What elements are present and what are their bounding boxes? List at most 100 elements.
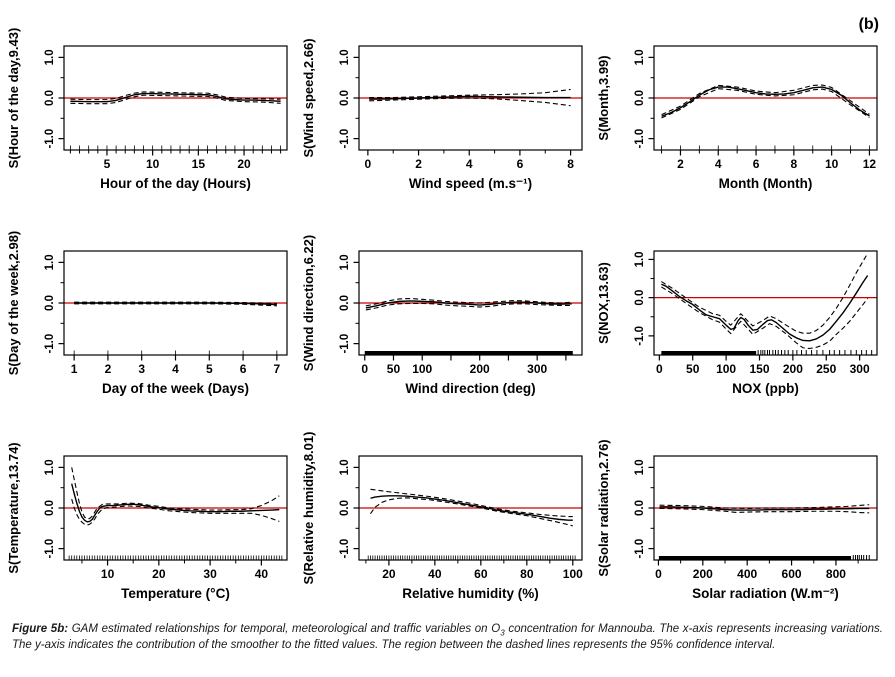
- y-tick-label: 0.0: [634, 90, 646, 106]
- figure-5b: (b) 5 10 15 20 -1.0 0.0 1.0 Hour of the day (Ho…: [0, 4, 895, 677]
- upper-ci-curve: [661, 255, 867, 334]
- y-tick-label: -1.0: [44, 334, 56, 354]
- lower-ci-curve: [74, 303, 277, 307]
- figure-caption-text-after-sub: concentration for Mannouba. The x-axis r…: [12, 623, 883, 652]
- smooth-curve: [659, 506, 870, 511]
- figure-caption-text-before-sub: GAM estimated relationships for temporal…: [68, 623, 501, 635]
- x-tick-label: 200: [470, 362, 490, 376]
- figure-caption-label: Figure 5b:: [12, 623, 69, 635]
- x-axis-title: Solar radiation (W.m⁻²): [692, 586, 839, 601]
- x-axis-title: Relative humidity (%): [402, 586, 539, 601]
- gam-plot-relative-humidity: 20 40 60 80 100 -1.0 0.0 1.0 Relative humidity (…: [301, 432, 583, 601]
- x-tick-label: 4: [172, 362, 179, 376]
- y-tick-label: 0.0: [44, 295, 56, 311]
- x-tick-label: 4: [715, 157, 722, 171]
- y-tick-label: -1.0: [339, 129, 351, 149]
- smooth-curve: [71, 483, 280, 523]
- y-axis: -1.0 0.0 1.0: [44, 254, 64, 354]
- upper-ci-curve: [365, 297, 572, 307]
- smooth-curve: [74, 302, 277, 306]
- y-axis-title: S(Month,3.99): [596, 55, 611, 140]
- y-axis-title: S(Wind direction,6.22): [301, 235, 316, 371]
- x-tick-label: 10: [146, 157, 160, 171]
- upper-ci-curve: [370, 488, 573, 518]
- x-tick-label: 3: [138, 362, 145, 376]
- lower-ci-curve: [661, 286, 869, 350]
- x-tick-label: 800: [826, 567, 846, 581]
- rug-marks: [364, 351, 573, 355]
- y-axis-title: S(Relative humidity,8.01): [301, 432, 316, 585]
- gam-plot-wind-speed: 0 2 4 6 8 -1.0 0.0 1.0 Wind speed (m.s⁻¹) S(Wind …: [301, 38, 583, 191]
- x-tick-label: 8: [567, 157, 574, 171]
- figure-caption-o3-subscript: 3: [500, 628, 505, 638]
- y-tick-label: -1.0: [634, 129, 646, 149]
- upper-ci-curve: [70, 91, 281, 101]
- x-tick-label: 80: [520, 567, 534, 581]
- rug-marks: [367, 555, 576, 560]
- gam-plot-solar-radiation: 0 200 400 600 800 -1.0 0.0 1.0 Solar radiation (…: [596, 439, 878, 601]
- y-tick-label: 1.0: [339, 459, 351, 475]
- y-tick-label: 0.0: [339, 90, 351, 106]
- rug-marks: [73, 350, 278, 355]
- y-axis-title: S(NOX,13.63): [596, 262, 611, 344]
- gam-panel-grid: 5 10 15 20 -1.0 0.0 1.0 Hour of the day (Hours)…: [2, 4, 895, 619]
- y-tick-label: 1.0: [44, 459, 56, 475]
- x-tick-label: 6: [753, 157, 760, 171]
- x-tick-label: 15: [192, 157, 206, 171]
- gam-plot-month: 2 4 6 8 10 12 -1.0 0.0 1.0 Month (Month) S(Month,3…: [596, 45, 878, 191]
- upper-ci-curve: [659, 504, 870, 509]
- y-axis-title: S(Solar radiation,2.76): [596, 439, 611, 576]
- lower-ci-curve: [70, 94, 281, 105]
- gam-plot-hour-of-the-day: 5 10 15 20 -1.0 0.0 1.0 Hour of the day (Hours)…: [6, 28, 288, 191]
- y-tick-label: 1.0: [44, 254, 56, 270]
- x-axis-title: Month (Month): [719, 176, 813, 191]
- x-tick-label: 6: [517, 157, 524, 171]
- y-axis-title: S(Wind speed,2.66): [301, 38, 316, 157]
- smooth-curve: [661, 86, 870, 117]
- x-axis: 10 20 30 40: [81, 560, 268, 581]
- y-tick-label: 1.0: [44, 49, 56, 65]
- x-tick-label: 30: [203, 567, 217, 581]
- upper-ci-curve: [661, 84, 870, 116]
- x-tick-label: 4: [466, 157, 473, 171]
- x-tick-label: 300: [527, 362, 547, 376]
- lower-ci-curve: [370, 497, 573, 527]
- y-axis-title: S(Hour of the day,9.43): [6, 28, 21, 169]
- plot-frame: [653, 250, 878, 356]
- x-tick-label: 8: [791, 157, 798, 171]
- gam-plot-nox: 0 50 100 150 200 250 300 -1.0 0.0 1.0 NOX (ppb) S(N…: [596, 250, 878, 396]
- smooth-curve: [365, 300, 572, 309]
- y-tick-label: -1.0: [44, 539, 56, 559]
- panel-label-b: (b): [858, 16, 879, 33]
- x-tick-label: 250: [816, 362, 836, 376]
- x-axis-title: Hour of the day (Hours): [100, 176, 251, 191]
- y-tick-label: -1.0: [44, 129, 56, 149]
- x-tick-label: 0: [655, 567, 662, 581]
- upper-ci-curve: [71, 467, 280, 520]
- x-axis-title: Day of the week (Days): [102, 381, 249, 396]
- lower-ci-curve: [659, 507, 870, 514]
- smooth-curve: [370, 495, 573, 521]
- y-tick-label: 0.0: [44, 90, 56, 106]
- y-axis: -1.0 0.0 1.0: [634, 49, 654, 149]
- x-tick-label: 100: [563, 567, 583, 581]
- x-axis: 0 50 100 200 300: [361, 355, 567, 376]
- x-tick-label: 2: [415, 157, 422, 171]
- x-tick-label: 20: [382, 567, 396, 581]
- y-tick-label: 0.0: [339, 500, 351, 516]
- y-tick-label: 0.0: [634, 290, 646, 306]
- x-tick-label: 40: [428, 567, 442, 581]
- y-axis-title: S(Temperature,13.74): [6, 442, 21, 573]
- y-axis: -1.0 0.0 1.0: [634, 459, 654, 559]
- x-tick-label: 5: [206, 362, 213, 376]
- rug-marks: [661, 145, 870, 150]
- y-tick-label: 1.0: [339, 49, 351, 65]
- x-axis-title: Wind direction (deg): [405, 381, 535, 396]
- x-tick-label: 50: [686, 362, 700, 376]
- figure-caption: Figure 5b: GAM estimated relationships f…: [12, 622, 883, 654]
- gam-panel-cell-solar-radiation: 0 200 400 600 800 -1.0 0.0 1.0 Solar radiation (…: [592, 414, 887, 619]
- x-axis: 0 2 4 6 8: [365, 150, 574, 171]
- y-tick-label: 1.0: [634, 251, 646, 267]
- y-axis: -1.0 0.0 1.0: [634, 251, 654, 346]
- gam-plot-temperature: 10 20 30 40 -1.0 0.0 1.0 Temperature (°C) S(Temp…: [6, 442, 288, 601]
